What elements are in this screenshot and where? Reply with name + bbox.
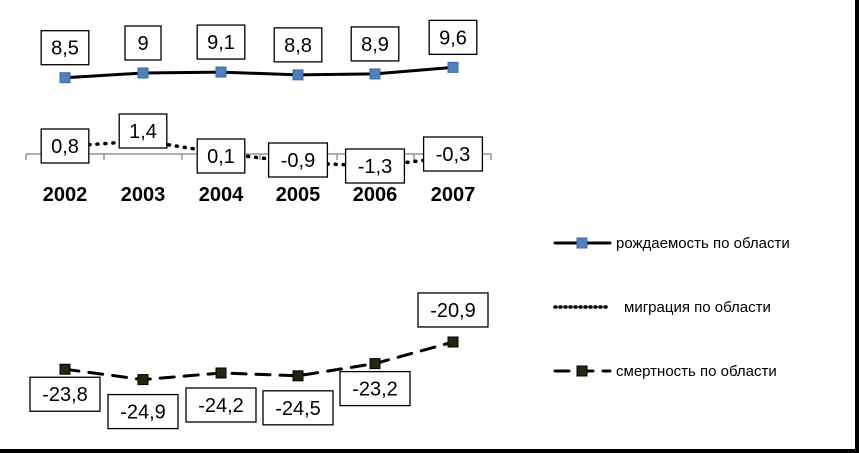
data-label-s2-5: -20,9 xyxy=(430,300,476,322)
legend-label-2: смертность по области xyxy=(616,363,777,380)
data-label-s1-3-box xyxy=(267,142,329,178)
data-label-s2-4: -23,2 xyxy=(352,379,398,401)
x-tick-label-3: 2005 xyxy=(276,184,321,206)
data-label-s0-0-box xyxy=(40,30,90,66)
series-2-marker-0 xyxy=(59,363,71,375)
data-label-s1-1-box xyxy=(118,113,168,149)
data-label-s2-0-box xyxy=(29,376,101,412)
data-label-s0-4: 8,9 xyxy=(361,34,389,56)
legend-label-0: рождаемость по области xyxy=(616,235,790,252)
data-label-s0-1: 9 xyxy=(137,33,148,55)
series-0-marker-4 xyxy=(369,68,381,80)
data-label-s2-2-box xyxy=(185,387,257,423)
data-label-s1-5-box xyxy=(422,136,484,172)
data-label-s0-0: 8,5 xyxy=(51,38,79,60)
data-label-s2-1-box xyxy=(107,393,179,430)
series-0-marker-1 xyxy=(137,67,149,79)
data-label-s0-4-box xyxy=(350,26,400,62)
series-0-marker-2 xyxy=(215,66,227,78)
series-2-marker-3 xyxy=(292,370,304,382)
series-2-marker-1 xyxy=(137,374,149,386)
data-label-s1-0-box xyxy=(40,128,90,164)
series-line-2 xyxy=(63,340,455,382)
x-tick-label-4: 2006 xyxy=(353,184,398,206)
series-line-0 xyxy=(63,65,455,80)
x-tick-label-0: 2002 xyxy=(43,184,88,206)
data-label-s0-3-box xyxy=(273,27,323,63)
data-label-s0-2-box xyxy=(196,24,246,60)
series-2-marker-2 xyxy=(215,367,227,379)
data-label-s1-4-box xyxy=(344,148,406,184)
data-label-s2-4-box xyxy=(339,370,411,407)
data-label-s1-5: -0,3 xyxy=(436,144,470,166)
series-0-marker-3 xyxy=(292,69,304,81)
x-tick-label-1: 2003 xyxy=(121,184,166,206)
data-label-s1-3: -0,9 xyxy=(281,150,315,172)
data-label-s0-1-box xyxy=(124,25,162,61)
data-label-s2-0: -23,8 xyxy=(42,384,88,406)
legend-marker-0 xyxy=(576,237,588,249)
series-0-marker-5 xyxy=(447,61,459,73)
data-label-s2-3-box xyxy=(262,390,334,426)
series-2-marker-5 xyxy=(447,336,459,348)
data-label-s0-5-box xyxy=(428,19,478,56)
x-tick-label-2: 2004 xyxy=(199,184,244,206)
data-label-s0-3: 8,8 xyxy=(284,35,312,57)
x-tick-label-5: 2007 xyxy=(431,184,476,206)
data-label-s2-1: -24,9 xyxy=(120,402,166,424)
legend-label-1: миграция по области xyxy=(624,299,771,316)
data-label-s1-4: -1,3 xyxy=(358,156,392,178)
data-label-s2-2: -24,2 xyxy=(198,395,244,417)
data-label-s1-2: 0,1 xyxy=(207,146,235,168)
data-label-s2-5-box xyxy=(417,292,489,328)
legend-marker-2 xyxy=(576,365,588,377)
data-label-s1-1: 1,4 xyxy=(129,121,157,143)
series-0-marker-0 xyxy=(59,72,71,84)
data-label-s0-2: 9,1 xyxy=(207,32,235,54)
data-label-s2-3: -24,5 xyxy=(275,398,321,420)
data-label-s1-2-box xyxy=(196,138,246,174)
data-label-s0-5: 9,6 xyxy=(439,27,467,49)
series-2-marker-4 xyxy=(369,358,381,370)
data-label-s1-0: 0,8 xyxy=(51,136,79,158)
